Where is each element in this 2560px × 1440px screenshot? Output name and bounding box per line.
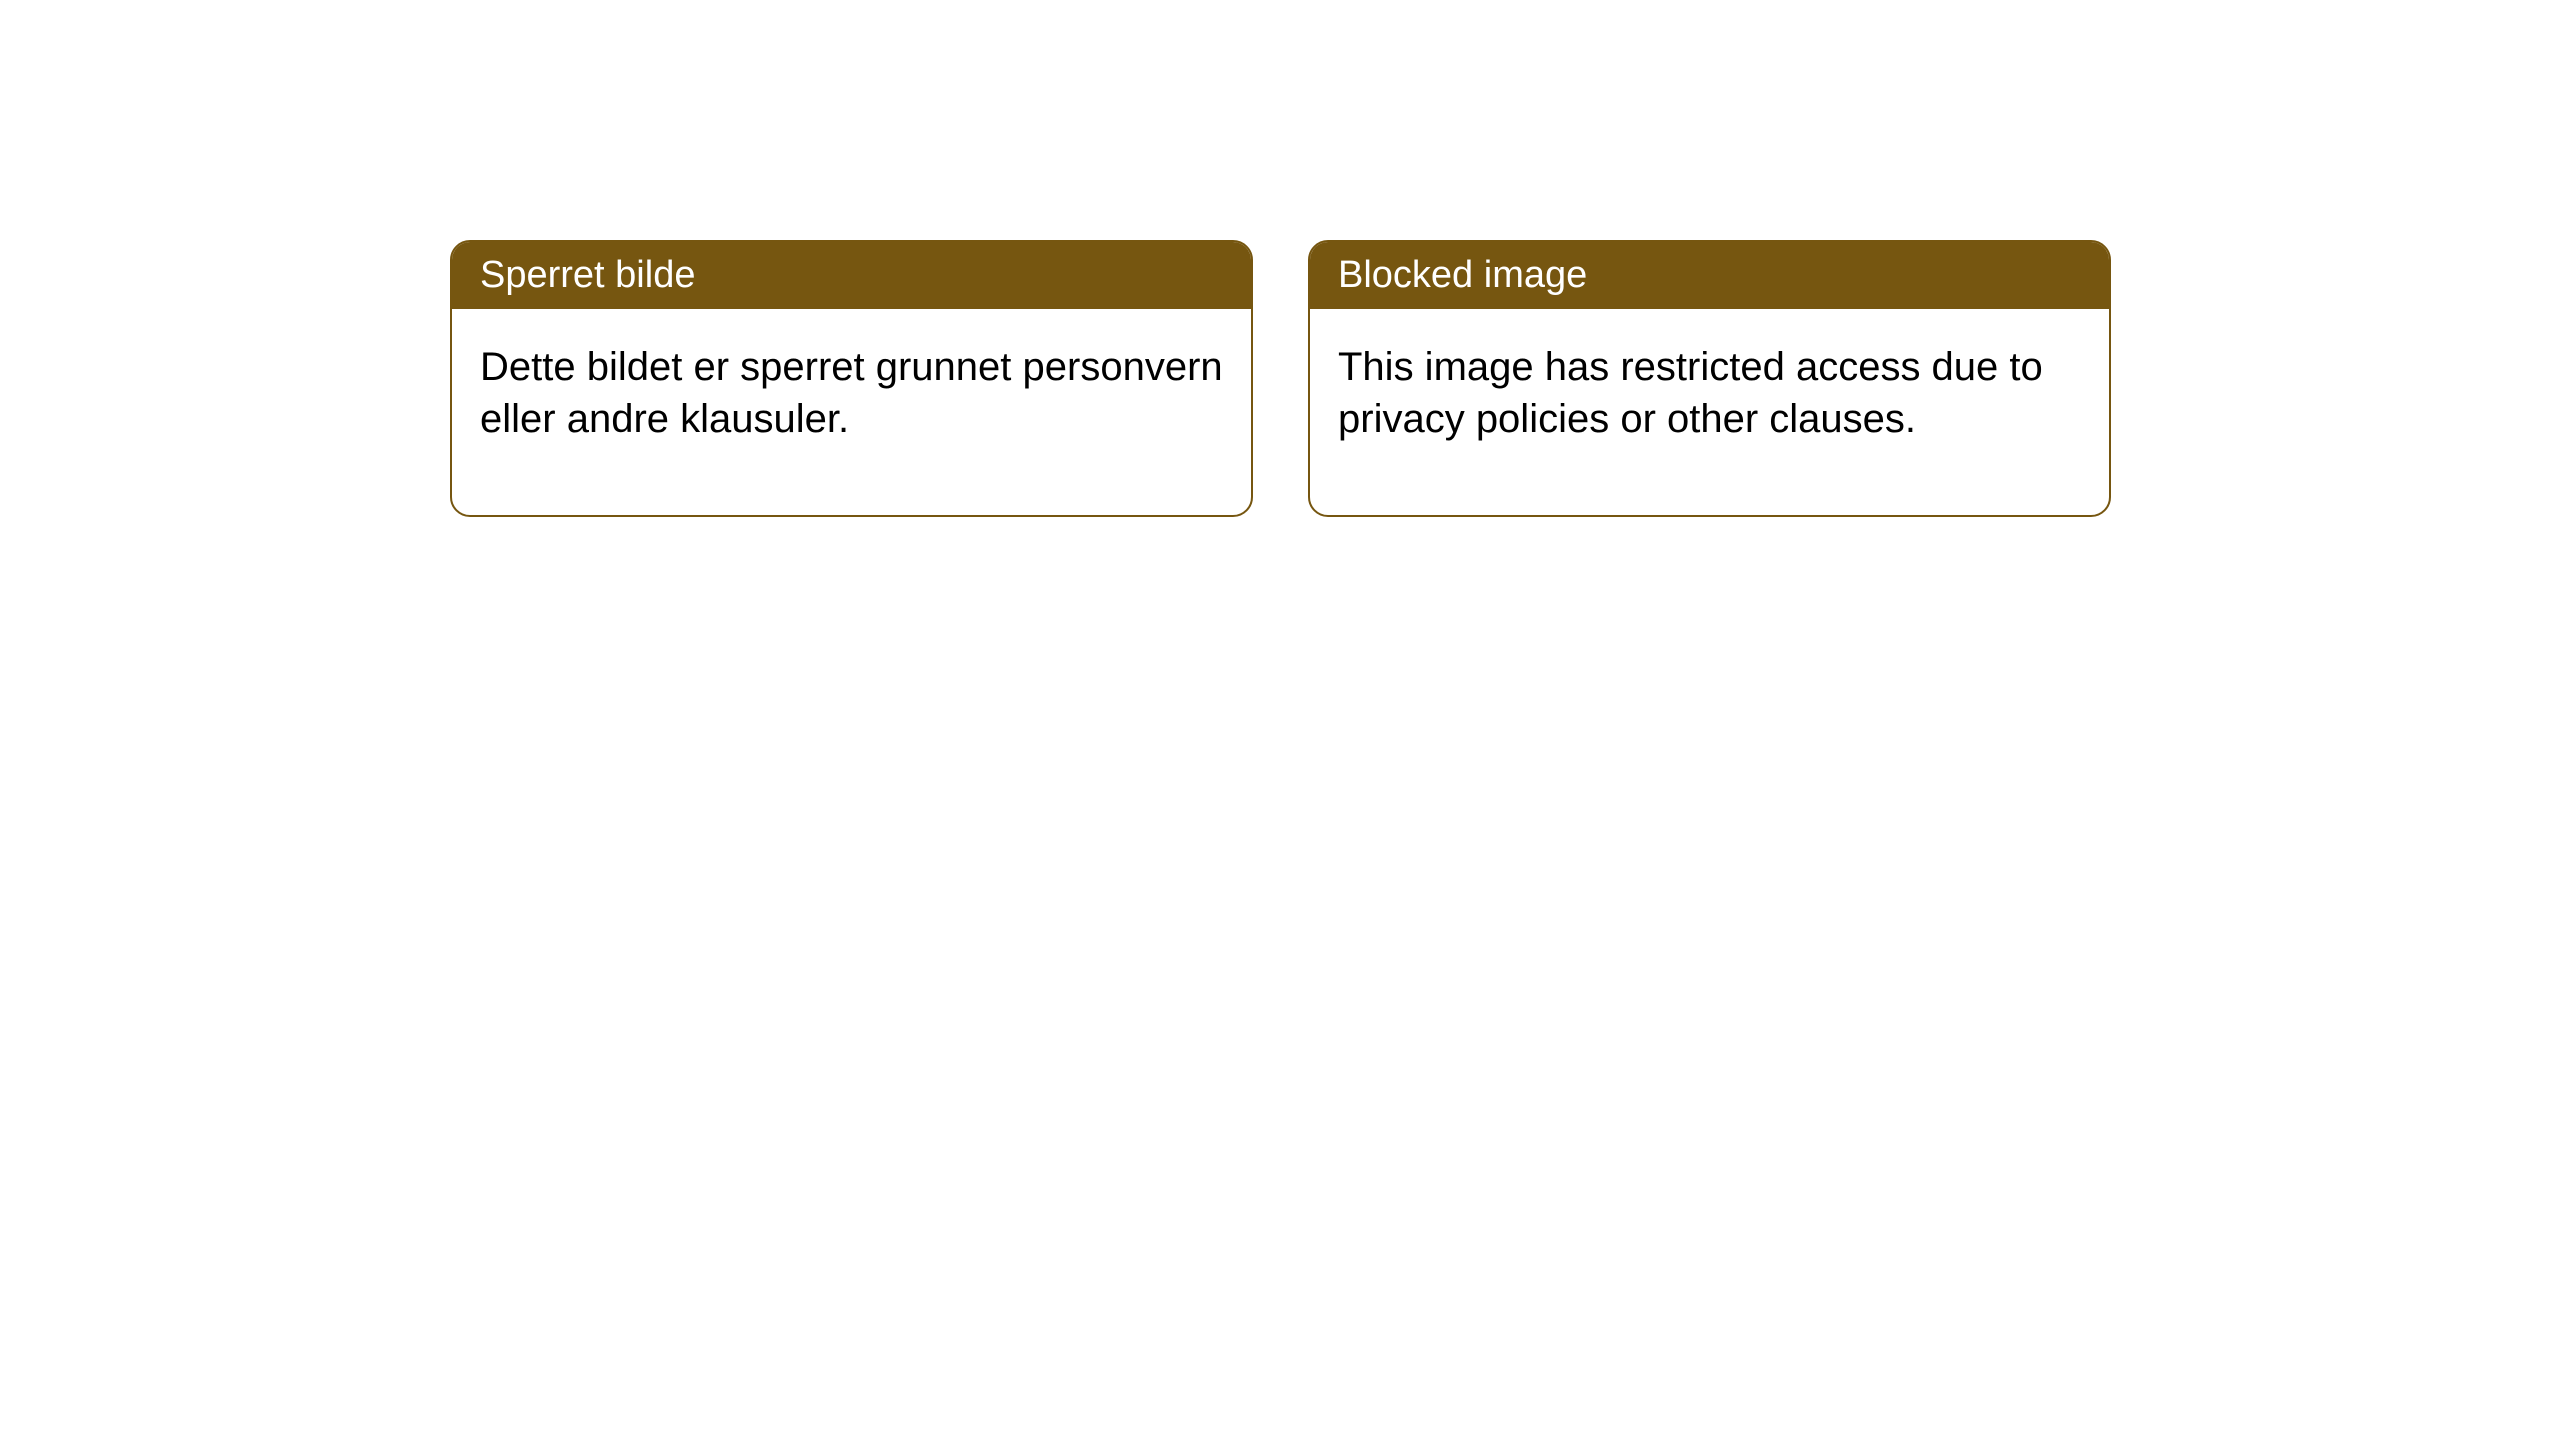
card-title: Blocked image	[1310, 242, 2109, 309]
card-title: Sperret bilde	[452, 242, 1251, 309]
notice-card-norwegian: Sperret bilde Dette bildet er sperret gr…	[450, 240, 1253, 517]
notice-card-english: Blocked image This image has restricted …	[1308, 240, 2111, 517]
card-body: This image has restricted access due to …	[1310, 309, 2109, 515]
notice-container: Sperret bilde Dette bildet er sperret gr…	[450, 240, 2111, 517]
card-body: Dette bildet er sperret grunnet personve…	[452, 309, 1251, 515]
